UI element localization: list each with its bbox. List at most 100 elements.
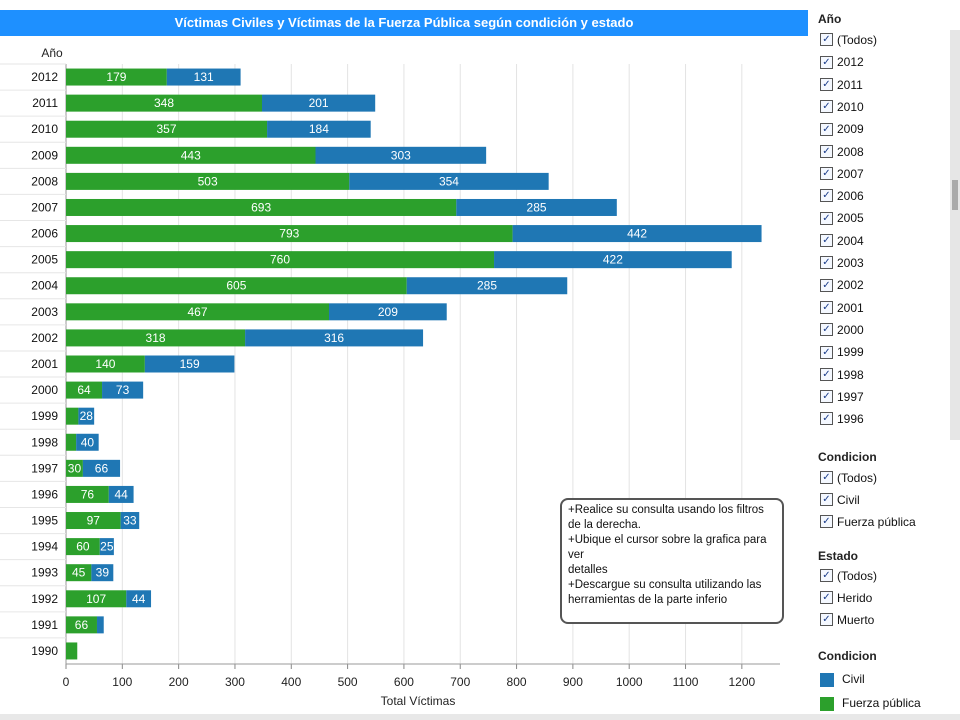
- data-label-fuerza-publica: 443: [181, 148, 201, 162]
- state-filter-title: Estado: [818, 549, 859, 563]
- filter-scrollbar[interactable]: [950, 30, 960, 440]
- bar-fuerza-publica: [66, 485, 109, 503]
- bar-fuerza-publica: [66, 512, 121, 530]
- data-label-civil: 25: [100, 540, 114, 554]
- checkbox[interactable]: ✓: [820, 367, 833, 381]
- year-filter-option-label: 2001: [837, 300, 864, 315]
- year-filter-option-label: 2004: [837, 233, 864, 248]
- checkbox[interactable]: ✓: [820, 77, 833, 91]
- y-tick-label: 1995: [31, 514, 58, 528]
- condition-filter-option[interactable]: ✓ Fuerza pública: [820, 513, 916, 531]
- chart-title: Víctimas Civiles y Víctimas de la Fuerza…: [174, 15, 634, 30]
- bar-fuerza-publica: [66, 381, 103, 399]
- checkbox[interactable]: ✓: [820, 33, 833, 47]
- data-label-fuerza-publica: 97: [87, 514, 101, 528]
- state-filter-option[interactable]: ✓ (Todos): [820, 567, 877, 585]
- checkbox[interactable]: ✓: [820, 591, 833, 605]
- checkbox[interactable]: ✓: [820, 412, 833, 426]
- bar-fuerza-publica: [66, 329, 246, 347]
- scrollbar-thumb[interactable]: [952, 180, 958, 210]
- bar-civil: [245, 329, 424, 347]
- year-filter-option-label: 2010: [837, 99, 864, 114]
- y-axis-title: Año: [41, 46, 63, 60]
- note-line: detalles: [568, 564, 608, 576]
- checkbox[interactable]: ✓: [820, 167, 833, 181]
- bar-chart[interactable]: 0 100 200 300 400 500 600 700 800 900 1000 1100 1200…: [0, 0, 808, 714]
- data-label-civil: 184: [309, 122, 329, 136]
- checkbox[interactable]: ✓: [820, 122, 833, 136]
- y-tick-label: 1994: [31, 540, 58, 554]
- x-tick-label: 200: [169, 675, 189, 689]
- bar-civil: [261, 94, 376, 112]
- year-filter-option[interactable]: ✓ 2010: [820, 98, 864, 116]
- year-filter-option[interactable]: ✓ 1998: [820, 366, 864, 384]
- checkbox[interactable]: ✓: [820, 471, 833, 485]
- year-filter-option[interactable]: ✓ 2009: [820, 120, 864, 138]
- data-label-fuerza-publica: 45: [72, 566, 86, 580]
- year-filter-option[interactable]: ✓ (Todos): [820, 31, 877, 49]
- data-label-civil: 303: [391, 148, 411, 162]
- year-filter-option[interactable]: ✓ 2006: [820, 187, 864, 205]
- year-filter-option[interactable]: ✓ 1996: [820, 410, 864, 428]
- y-tick-label: 2003: [31, 305, 58, 319]
- checkbox[interactable]: ✓: [820, 55, 833, 69]
- year-filter-option-label: (Todos): [837, 33, 878, 47]
- year-filter-option[interactable]: ✓ 2008: [820, 143, 864, 161]
- bar-civil: [91, 564, 114, 582]
- checkbox[interactable]: ✓: [820, 569, 833, 583]
- bar-fuerza-publica: [66, 198, 457, 216]
- x-tick-label: 100: [112, 675, 132, 689]
- checkbox[interactable]: ✓: [820, 345, 833, 359]
- checkbox[interactable]: ✓: [820, 323, 833, 337]
- state-filter-option[interactable]: ✓ Herido: [820, 589, 872, 607]
- year-filter-option[interactable]: ✓ 1999: [820, 343, 864, 361]
- state-filter-option[interactable]: ✓ Muerto: [820, 611, 874, 629]
- year-filter-option[interactable]: ✓ 2004: [820, 232, 864, 250]
- checkbox[interactable]: ✓: [820, 300, 833, 314]
- checkbox[interactable]: ✓: [820, 211, 833, 225]
- year-filter-option[interactable]: ✓ 2005: [820, 209, 864, 227]
- checkbox[interactable]: ✓: [820, 278, 833, 292]
- checkbox[interactable]: ✓: [820, 189, 833, 203]
- condition-filter-option[interactable]: ✓ (Todos): [820, 469, 877, 487]
- bar-civil: [315, 146, 487, 164]
- bar-civil: [456, 198, 617, 216]
- year-filter-title: Año: [818, 12, 842, 26]
- data-label-fuerza-publica: 66: [75, 618, 89, 632]
- condition-filter-option-label: Civil: [837, 493, 860, 507]
- bar-fuerza-publica: [66, 616, 97, 634]
- bar-fuerza-publica: [66, 590, 127, 608]
- checkbox[interactable]: ✓: [820, 144, 833, 158]
- year-filter-option[interactable]: ✓ 2007: [820, 165, 864, 183]
- data-label-civil: 201: [309, 96, 329, 110]
- checkbox[interactable]: ✓: [820, 390, 833, 404]
- data-label-fuerza-publica: 107: [86, 592, 106, 606]
- x-axis-title: Total Víctimas: [381, 694, 456, 708]
- data-label-civil: 40: [81, 435, 95, 449]
- year-filter-option[interactable]: ✓ 2000: [820, 321, 864, 339]
- bar-fuerza-publica: [66, 120, 268, 138]
- year-filter-option[interactable]: ✓ 2002: [820, 276, 864, 294]
- y-tick-label: 2011: [32, 96, 58, 110]
- year-filter-option[interactable]: ✓ 2012: [820, 53, 864, 71]
- checkbox[interactable]: ✓: [820, 515, 833, 529]
- y-tick-label: 2010: [31, 122, 58, 136]
- y-tick-label: 1999: [31, 409, 58, 423]
- x-tick-label: 900: [563, 675, 583, 689]
- year-filter-option[interactable]: ✓ 2001: [820, 299, 864, 317]
- checkbox[interactable]: ✓: [820, 100, 833, 114]
- checkbox[interactable]: ✓: [820, 613, 833, 627]
- legend-swatch: [820, 696, 834, 711]
- checkbox[interactable]: ✓: [820, 234, 833, 248]
- y-tick-label: 2005: [31, 253, 58, 267]
- checkbox[interactable]: ✓: [820, 256, 833, 270]
- year-filter-option[interactable]: ✓ 2003: [820, 254, 864, 272]
- data-label-civil: 44: [115, 487, 129, 501]
- year-filter-option-label: 2000: [837, 322, 864, 337]
- checkbox[interactable]: ✓: [820, 493, 833, 507]
- year-filter-option[interactable]: ✓ 1997: [820, 388, 864, 406]
- condition-filter-option-label: Fuerza pública: [837, 515, 916, 529]
- condition-filter-option[interactable]: ✓ Civil: [820, 491, 860, 509]
- y-tick-label: 1990: [31, 644, 58, 658]
- year-filter-option[interactable]: ✓ 2011: [820, 76, 863, 94]
